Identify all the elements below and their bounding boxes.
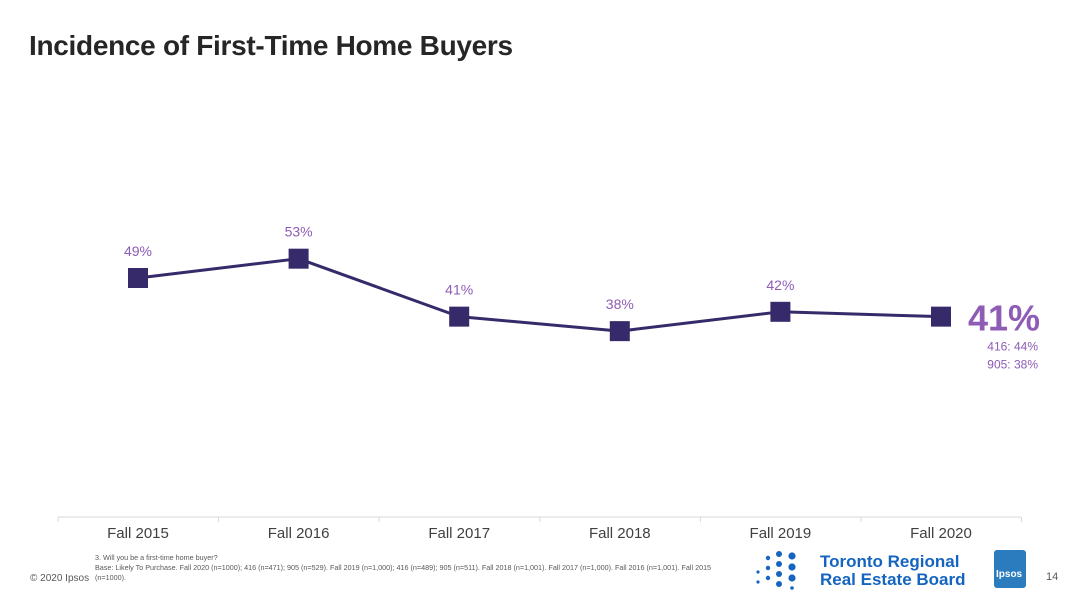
highlight-sub-label: 416: 44%: [987, 340, 1038, 354]
ipsos-logo: Ipsos: [994, 550, 1026, 588]
data-label: 42%: [766, 277, 794, 293]
footnote-question: 3. Will you be a first-time home buyer?: [95, 553, 218, 562]
page-title: Incidence of First-Time Home Buyers: [29, 30, 513, 61]
page-number: 14: [1046, 571, 1059, 583]
dot-grid-icon: [756, 551, 796, 590]
x-tick-label: Fall 2018: [589, 525, 651, 542]
trreb-logo: Toronto Regional Real Estate Board: [752, 548, 982, 590]
data-point-marker: [288, 248, 309, 269]
data-point-marker: [128, 268, 148, 288]
highlight-value: 41%: [968, 298, 1040, 339]
data-label: 41%: [445, 282, 473, 298]
highlight-sub-label: 905: 38%: [987, 358, 1038, 372]
data-point-marker: [449, 306, 470, 327]
footnote: 3. Will you be a first-time home buyer? …: [95, 553, 715, 583]
x-tick-label: Fall 2019: [750, 525, 812, 542]
series-line: [137, 257, 942, 333]
data-point-marker: [931, 306, 951, 327]
x-tick-label: Fall 2017: [428, 525, 490, 542]
data-point-marker: [770, 301, 791, 322]
data-label: 49%: [124, 243, 152, 259]
x-tick-label: Fall 2015: [107, 525, 169, 542]
footnote-base: Base: Likely To Purchase. Fall 2020 (n=1…: [95, 563, 712, 582]
copyright: © 2020 Ipsos: [30, 573, 90, 584]
x-tick-label: Fall 2020: [910, 525, 972, 542]
data-label: 53%: [285, 224, 313, 240]
data-point-marker: [609, 321, 630, 342]
data-label: 38%: [606, 296, 634, 312]
x-tick-label: Fall 2016: [268, 525, 330, 542]
trreb-logo-text: Toronto Regional Real Estate Board: [820, 552, 966, 589]
